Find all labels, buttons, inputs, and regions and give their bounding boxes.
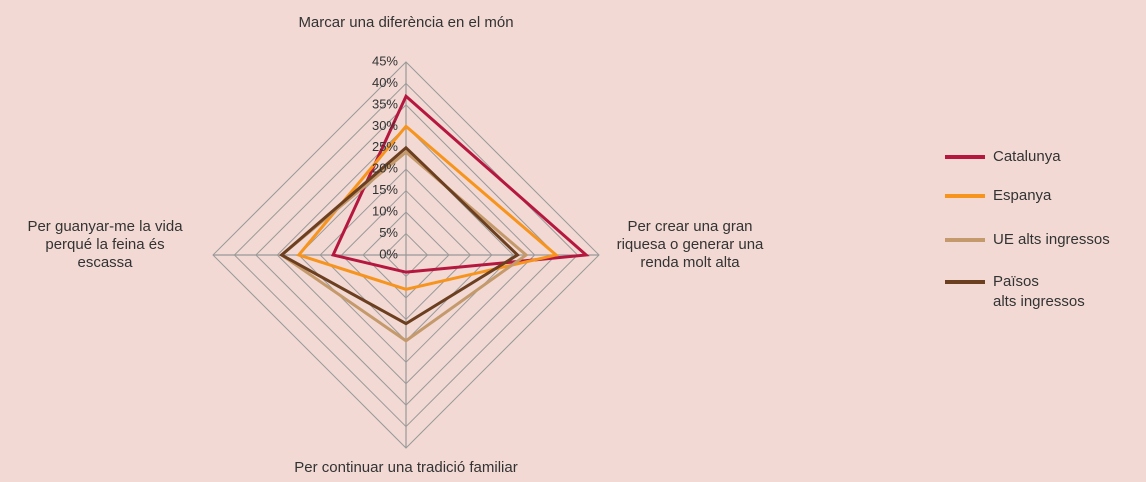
tick-label: 20% [372, 161, 398, 176]
tick-label: 35% [372, 96, 398, 111]
axis-label: Marcar una diferència en el món [298, 14, 514, 31]
tick-label: 30% [372, 118, 398, 133]
series-line [279, 145, 520, 326]
legend-label: Catalunya [993, 148, 1061, 165]
tick-label: 45% [372, 53, 398, 68]
legend-label: Espanya [993, 187, 1052, 204]
tick-label: 0% [379, 246, 398, 261]
legend-swatch [945, 280, 985, 284]
legend-label: UE alts ingressos [993, 231, 1110, 248]
tick-label: 10% [372, 204, 398, 219]
tick-label: 15% [372, 182, 398, 197]
axis-label: Per guanyar-me la vida perqué la feina é… [27, 218, 183, 271]
legend-label: Països alts ingressos [993, 273, 1085, 310]
axis-label: Per crear una gran riquesa o generar una… [616, 218, 764, 271]
axis-label: Per continuar una tradició familiar [294, 459, 518, 476]
legend-swatch [945, 155, 985, 159]
series-line [279, 150, 529, 343]
tick-label: 25% [372, 139, 398, 154]
series-line [330, 93, 590, 274]
tick-label: 40% [372, 75, 398, 90]
legend-swatch [945, 194, 985, 198]
legend-swatch [945, 238, 985, 242]
tick-label: 5% [379, 225, 398, 240]
